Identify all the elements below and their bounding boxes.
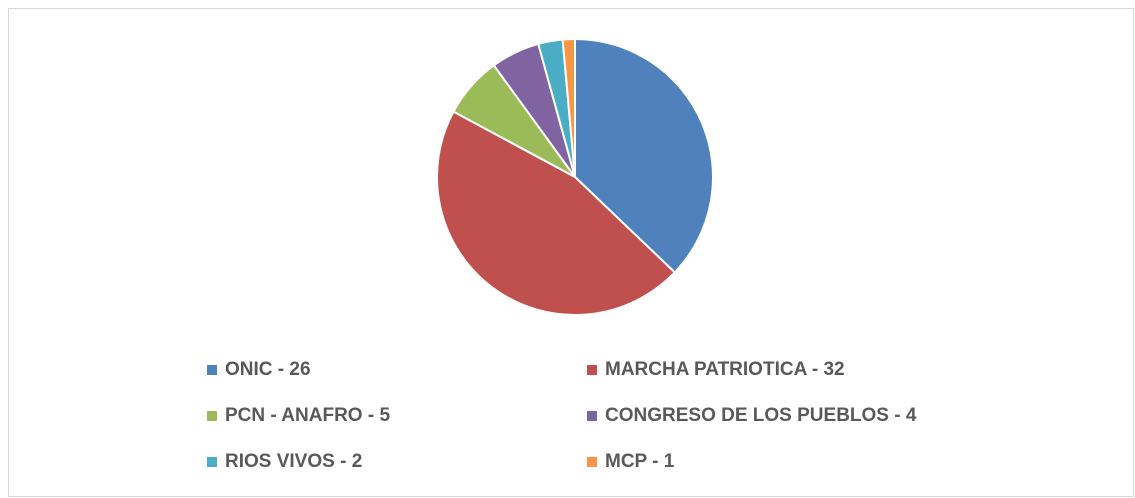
- legend-swatch: [207, 365, 217, 375]
- pie-slice: [561, 37, 576, 178]
- legend-label: MARCHA PATRIOTICA - 32: [605, 359, 845, 380]
- legend-label: MCP - 1: [605, 451, 675, 472]
- legend-label: ONIC - 26: [225, 359, 311, 380]
- legend-swatch: [207, 411, 217, 421]
- legend-swatch: [587, 457, 597, 467]
- legend-label: PCN - ANAFRO - 5: [225, 405, 390, 426]
- legend-label: CONGRESO DE LOS PUEBLOS - 4: [605, 405, 917, 426]
- pie-slice: [436, 110, 677, 316]
- legend-label: RIOS VIVOS - 2: [225, 451, 362, 472]
- pie-slice: [574, 37, 714, 274]
- legend-swatch: [207, 457, 217, 467]
- legend-swatch: [587, 411, 597, 421]
- legend-swatch: [587, 365, 597, 375]
